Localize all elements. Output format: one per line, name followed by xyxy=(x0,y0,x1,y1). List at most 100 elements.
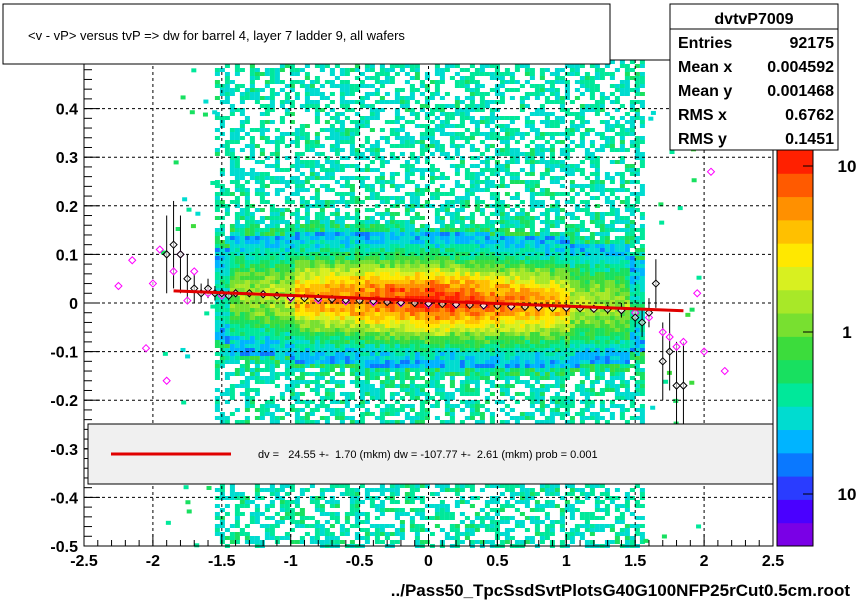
heatmap-cell xyxy=(439,312,445,316)
heatmap-cell xyxy=(359,176,365,180)
heatmap-cell xyxy=(249,236,255,240)
heatmap-cell xyxy=(279,536,285,540)
heatmap-cell xyxy=(214,216,220,220)
heatmap-cell xyxy=(304,144,310,148)
heatmap-cell xyxy=(419,264,425,268)
heatmap-cell xyxy=(414,388,420,392)
heatmap-cell xyxy=(379,488,385,492)
heatmap-cell xyxy=(344,228,350,232)
heatmap-cell xyxy=(439,528,445,532)
heatmap-cell xyxy=(254,512,260,516)
heatmap-cell xyxy=(314,348,320,352)
heatmap-cell xyxy=(259,272,265,276)
heatmap-cell xyxy=(484,160,490,164)
heatmap-cell xyxy=(354,64,360,68)
heatmap-cell xyxy=(379,72,385,76)
heatmap-cell xyxy=(424,348,430,352)
heatmap-cell xyxy=(299,196,305,200)
heatmap-cell xyxy=(474,276,480,280)
heatmap-cell xyxy=(339,292,345,296)
heatmap-cell xyxy=(269,108,275,112)
heatmap-cell xyxy=(319,244,325,248)
heatmap-cell xyxy=(309,408,315,412)
heatmap-cell xyxy=(339,484,345,488)
heatmap-cell xyxy=(254,300,260,304)
heatmap-cell xyxy=(279,300,285,304)
heatmap-cell xyxy=(224,148,230,152)
heatmap-cell xyxy=(484,372,490,376)
heatmap-cell xyxy=(244,356,250,360)
heatmap-cell xyxy=(239,208,245,212)
heatmap-cell xyxy=(489,296,495,300)
heatmap-cell xyxy=(439,512,445,516)
heatmap-cell xyxy=(279,296,285,300)
heatmap-cell xyxy=(379,268,385,272)
heatmap-cell xyxy=(314,144,320,148)
heatmap-cell xyxy=(304,136,310,140)
heatmap-cell xyxy=(294,188,300,192)
heatmap-cell xyxy=(449,188,455,192)
heatmap-cell xyxy=(359,520,365,524)
heatmap-cell xyxy=(359,232,365,236)
heatmap-cell xyxy=(504,332,510,336)
heatmap-cell xyxy=(389,212,395,216)
heatmap-cell xyxy=(274,352,280,356)
heatmap-cell xyxy=(474,108,480,112)
heatmap-cell xyxy=(274,404,280,408)
heatmap-cell xyxy=(364,116,370,120)
heatmap-cell xyxy=(249,316,255,320)
heatmap-cell xyxy=(269,92,275,96)
heatmap-cell xyxy=(394,308,400,312)
heatmap-cell xyxy=(369,248,375,252)
heatmap-cell xyxy=(509,280,515,284)
heatmap-cell xyxy=(469,400,475,404)
heatmap-cell xyxy=(444,308,450,312)
heatmap-cell xyxy=(364,488,370,492)
heatmap-cell xyxy=(284,368,290,372)
heatmap-cell xyxy=(224,308,230,312)
heatmap-cell xyxy=(229,336,235,340)
heatmap-cell xyxy=(484,320,490,324)
heatmap-cell xyxy=(314,92,320,96)
heatmap-cell xyxy=(484,376,490,380)
heatmap-cell xyxy=(339,524,345,528)
heatmap-cell xyxy=(379,196,385,200)
heatmap-cell xyxy=(279,520,285,524)
heatmap-cell xyxy=(399,140,405,144)
heatmap-cell xyxy=(414,276,420,280)
heatmap-cell xyxy=(249,356,255,360)
heatmap-cell xyxy=(469,100,475,104)
heatmap-cell xyxy=(449,64,455,68)
heatmap-cell xyxy=(289,272,295,276)
heatmap-cell xyxy=(374,232,380,236)
heatmap-cell xyxy=(294,176,300,180)
heatmap-cell xyxy=(294,248,300,252)
heatmap-cell xyxy=(489,88,495,92)
heatmap-cell xyxy=(254,376,260,380)
heatmap-cell xyxy=(509,336,515,340)
heatmap-cell xyxy=(244,384,250,388)
heatmap-cell xyxy=(244,496,250,500)
heatmap-cell xyxy=(444,328,450,332)
heatmap-cell xyxy=(249,156,255,160)
heatmap-cell xyxy=(324,268,330,272)
heatmap-cell xyxy=(389,356,395,360)
heatmap-cell xyxy=(314,120,320,124)
heatmap-cell xyxy=(394,316,400,320)
heatmap-cell xyxy=(239,232,245,236)
heatmap-cell xyxy=(349,268,355,272)
heatmap-cell xyxy=(469,148,475,152)
heatmap-cell xyxy=(484,336,490,340)
heatmap-cell xyxy=(499,216,505,220)
heatmap-cell xyxy=(374,336,380,340)
heatmap-cell xyxy=(324,220,330,224)
heatmap-cell xyxy=(439,392,445,396)
heatmap-cell xyxy=(214,112,220,116)
heatmap-cell xyxy=(324,228,330,232)
heatmap-cell xyxy=(324,308,330,312)
heatmap-cell xyxy=(294,384,300,388)
heatmap-cell xyxy=(429,328,435,332)
heatmap-cell xyxy=(509,72,515,76)
heatmap-cell xyxy=(304,364,310,368)
heatmap-cell xyxy=(279,216,285,220)
